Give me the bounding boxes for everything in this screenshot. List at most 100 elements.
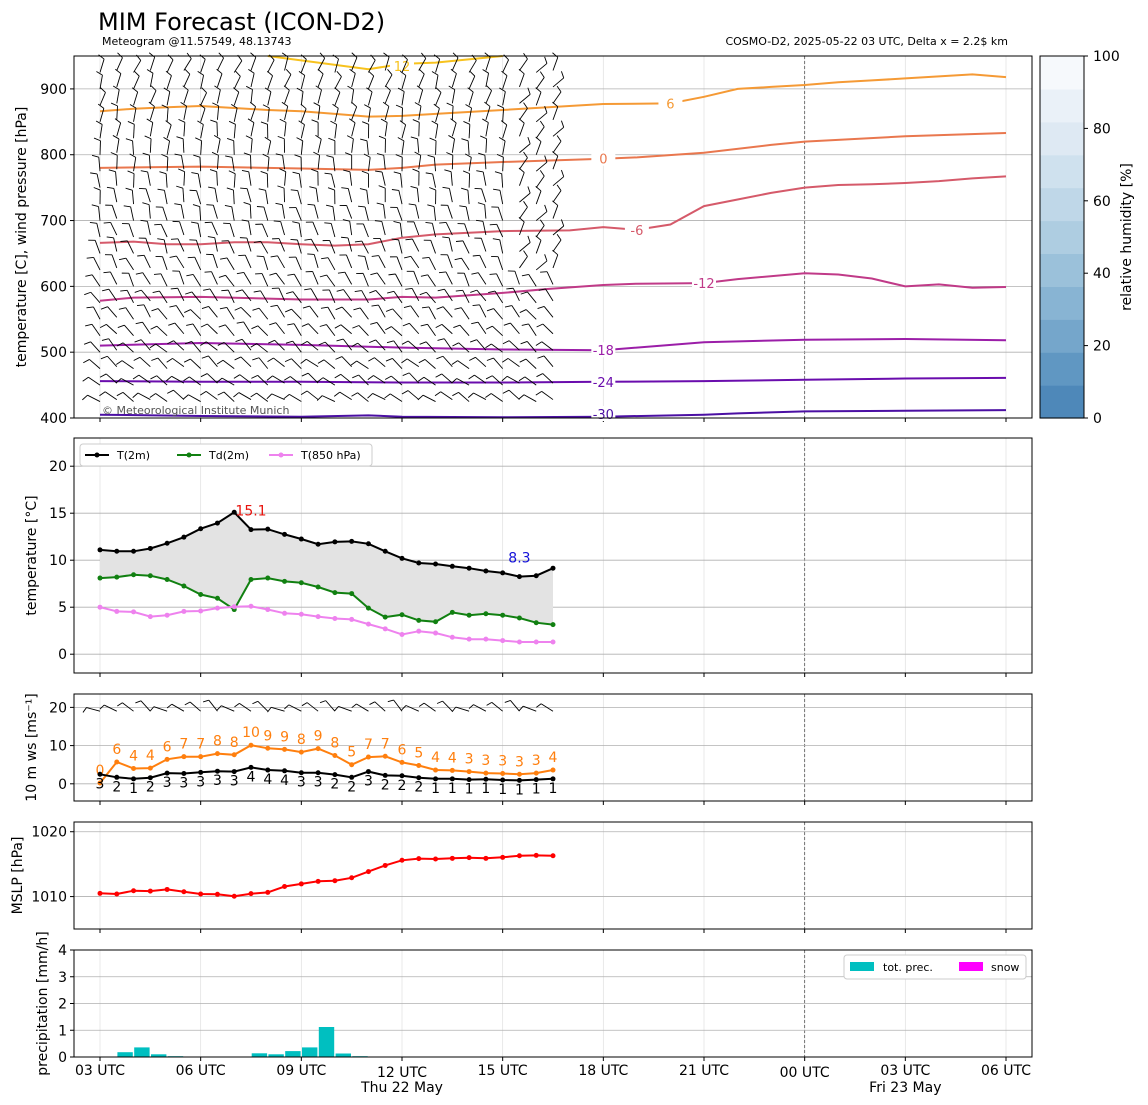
isotherm-label-bg: [692, 275, 716, 291]
wind-barb-flag: [418, 702, 425, 707]
wind-barb-shaft: [199, 157, 202, 172]
wind-barb-shaft: [140, 700, 151, 712]
wind-barb-shaft: [361, 290, 369, 304]
wind-barb-shaft: [400, 173, 403, 188]
wind-barb-shaft: [524, 376, 537, 386]
wind-barb-shaft: [132, 140, 135, 155]
wind-barb-shaft: [519, 58, 528, 71]
wind-series-point-0: [298, 749, 304, 755]
y-axis-label: 10 m ws [ms⁻¹]: [24, 693, 40, 801]
wind-barb-shaft: [292, 340, 302, 353]
series-point-0: [198, 526, 204, 532]
ytick-label: 20: [49, 459, 67, 475]
wind-barb-shaft: [367, 157, 371, 172]
wind-value-label: 1: [498, 782, 507, 798]
wind-barb-shaft: [497, 256, 504, 271]
wind-barb-flag: [336, 289, 344, 292]
wind-value-label: 3: [163, 775, 172, 791]
wind-barb-flag: [267, 707, 272, 713]
wind-barb-shaft: [183, 106, 188, 120]
wind-barb-shaft: [396, 256, 403, 271]
wind-barb-flag: [83, 359, 90, 364]
wind-barb-shaft: [183, 122, 186, 137]
wind-barb-flag: [429, 137, 437, 142]
wind-barb-flag: [151, 357, 159, 361]
wind-barb-flag: [453, 324, 461, 329]
wind-barb-flag: [419, 341, 427, 345]
wind-barb-shaft: [552, 126, 565, 137]
wind-barb-shaft: [214, 188, 218, 203]
wind-barb-shaft: [432, 173, 436, 188]
wind-barb-flag: [472, 254, 480, 257]
wind-barb-flag: [148, 52, 155, 58]
wind-barb-shaft: [451, 138, 455, 153]
wind-barb-flag: [444, 169, 452, 173]
wind-value-label: 2: [112, 779, 121, 795]
wind-barb-shaft: [155, 343, 168, 353]
wind-series-point-0: [449, 767, 455, 773]
wind-barb-shaft: [484, 155, 487, 170]
wind-series-point-0: [349, 762, 355, 768]
wind-barb-flag: [110, 152, 118, 156]
wind-barb-shaft: [484, 204, 487, 219]
wind-barb-flag: [217, 342, 225, 346]
wind-barb-shaft: [107, 355, 118, 367]
series-point-2: [516, 639, 522, 645]
wind-barb-flag: [352, 374, 359, 379]
xtick-label: 12 UTC: [377, 1065, 427, 1081]
wind-barb-shaft: [346, 205, 353, 219]
wind-barb-shaft: [496, 224, 504, 238]
wind-barb-shaft: [223, 342, 235, 353]
wind-barb-shaft: [552, 225, 565, 236]
wind-barb-shaft: [401, 140, 405, 155]
wind-barb-flag: [521, 274, 529, 277]
series-point-0: [181, 534, 187, 540]
wind-barb-flag: [174, 203, 182, 206]
wind-barb-flag: [446, 102, 454, 107]
wind-barb-flag: [467, 392, 474, 398]
series-point-2: [164, 612, 170, 618]
wind-barb-flag: [99, 373, 107, 378]
wind-barb-flag: [116, 391, 124, 397]
wind-barb-shaft: [407, 390, 420, 400]
wind-barb-shaft: [468, 60, 477, 73]
wind-barb-shaft: [143, 255, 151, 269]
wind-barb-shaft: [542, 323, 554, 335]
wind-barb-shaft: [346, 254, 353, 269]
wind-barb-shaft: [233, 76, 241, 90]
wind-barb-shaft: [424, 359, 436, 369]
legend-swatch-snow: [959, 962, 983, 971]
wind-barb-shaft: [250, 138, 253, 153]
wind-barb-shaft: [250, 89, 253, 104]
wind-series-point-0: [365, 754, 371, 760]
wind-series-point-1: [433, 776, 439, 782]
wind-barb-shaft: [378, 304, 386, 318]
wind-barb-shaft: [233, 91, 240, 106]
wind-barb-flag: [560, 120, 565, 128]
copyright-notice: © Meteorological Institute Munich: [102, 404, 289, 417]
wind-barb-shaft: [91, 324, 101, 336]
wind-barb-flag: [503, 322, 511, 326]
wind-barb-flag: [199, 54, 206, 60]
wind-barb-shaft: [475, 356, 487, 367]
wind-barb-flag: [250, 392, 257, 398]
wind-barb-shaft: [390, 375, 403, 386]
wind-barb-shaft: [281, 204, 286, 219]
wind-barb-flag: [318, 341, 326, 346]
wind-barb-flag: [83, 341, 91, 345]
wind-series-point-1: [416, 775, 422, 781]
wind-barb-shaft: [317, 89, 322, 104]
wind-barb-shaft: [535, 77, 545, 90]
wind-barb-shaft: [208, 355, 218, 367]
wind-barb-shaft: [200, 92, 207, 106]
series-point-2: [298, 611, 304, 617]
wind-barb-shaft: [523, 394, 537, 402]
wind-barb-flag: [157, 188, 165, 191]
isotherm-line: [99, 73, 1007, 118]
wind-barb-shaft: [248, 171, 252, 186]
series-point-2: [282, 610, 288, 616]
wind-barb-shaft: [456, 378, 470, 386]
wind-barb-flag: [266, 393, 273, 400]
wind-barb-flag: [486, 357, 494, 361]
wind-barb-shaft: [526, 341, 537, 353]
